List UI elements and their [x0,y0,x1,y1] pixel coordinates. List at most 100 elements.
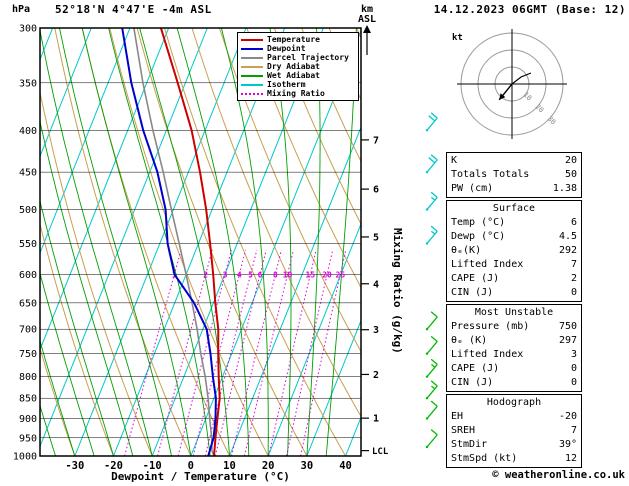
mixing-ratio-line [177,249,232,456]
mixing-ratio-value-label: 5 [248,270,253,279]
stat-label: EH [451,411,464,422]
legend-line-swatch [241,47,263,50]
x-axis-title: Dewpoint / Temperature (°C) [111,470,290,483]
wind-barb-station-dot [425,417,429,420]
wet-adiabat-line [40,339,76,456]
wind-barb-half-feather [430,196,436,201]
wind-barb-station-dot [425,445,429,449]
dry-adiabat-line [246,28,361,289]
legend-line-swatch [241,92,263,95]
panel-row: PW (cm) 1.38 [447,182,581,196]
storm-motion-arrowhead [499,93,506,100]
wind-barb-staff [426,434,438,448]
pressure-tick-label: 300 [19,24,37,35]
info-panel: Most Unstable Pressure (mb) 750 θₑ (K) 297 Li… [446,304,582,392]
stat-label: StmDir [451,439,488,450]
info-panel: Surface Temp (°C) 6 Dewp (°C) 4.5 θₑ(K) 292 Lif… [446,200,582,302]
info-panel: K 20 Totals Totals 50 PW (cm) 1.38 [446,152,582,198]
mixing-ratio-value-label: 15 [306,270,316,279]
stat-value: 750 [558,321,577,332]
wind-barb-staff [426,385,438,399]
stat-label: CIN (J) [451,287,494,298]
temperature-curve [159,28,221,456]
pressure-tick-label: 950 [19,433,37,444]
stat-label: Lifted Index [451,349,524,360]
temperature-tick-label: 40 [339,460,352,472]
stat-label: StmSpd (kt) [451,453,518,464]
temperature-tick-label: -10 [143,460,162,472]
legend-label: Dewpoint [267,44,306,53]
mixing-ratio-value-label: 10 [283,270,293,279]
wind-barb-station-dot [425,129,429,132]
legend-line-swatch [241,56,263,59]
stat-value: 0 [570,363,577,374]
stat-value: 0 [570,287,577,298]
legend-label: Temperature [267,35,320,44]
wind-barb-half-feather [430,385,436,390]
wind-barb-half-feather [430,230,436,235]
wet-adiabat-line [139,28,230,456]
wind-barb-station-dot [425,375,429,378]
mixing-ratio-lines [124,249,347,456]
temperature-tick-label: 30 [301,460,314,472]
wind-barb-staff [426,159,438,173]
isotherm-line [0,28,14,456]
stat-label: CAPE (J) [451,363,500,374]
km-tick-label: 1 [373,414,379,425]
info-panel: Hodograph EH -20 SREH 7 StmDir 39° StmSpd (kt) 1… [446,394,582,468]
stat-value: 50 [564,169,577,180]
panel-row: StmSpd (kt) 12 [447,452,581,466]
wind-barb-feather [430,191,438,198]
altitude-axis: 1 2 3 4 5 6 7 LCL [361,25,389,457]
mixing-ratio-value-label: 2 [203,270,208,279]
dry-adiabat-line [40,222,114,456]
temperature-tick-label: -30 [65,460,84,472]
stat-value: 297 [558,335,577,346]
wind-barb-staff [426,316,438,330]
km-tick-label: 5 [373,232,379,243]
legend-item: Isotherm [241,80,355,89]
datetime-label: 14.12.2023 06GMT (Base: 12) [433,3,626,16]
km-tick-label: 6 [373,185,379,196]
wet-adiabat-line [176,28,250,456]
wind-barb-station-dot [425,208,429,211]
stat-label: PW (cm) [451,183,494,194]
pressure-tick-label: 500 [19,205,37,216]
dry-adiabat-line [273,28,361,226]
dry-adiabat-line [40,346,76,456]
mixing-ratio-line [243,249,294,456]
legend-label: Dry Adiabat [267,62,320,71]
legend-line-swatch [241,83,263,86]
isotherm-line [40,28,170,351]
panel-row: CIN (J) 0 [447,376,581,390]
stat-value: 1.38 [552,183,577,194]
mixing-ratio-value-label: 20 [322,270,332,279]
pressure-tick-label: 550 [19,239,37,250]
panel-row: CIN (J) 0 [447,286,581,300]
wet-adiabat-line [59,28,172,456]
pressure-tick-label: 750 [19,349,37,360]
stat-value: 292 [558,245,577,256]
pressure-tick-label: 650 [19,298,37,309]
legend-label: Isotherm [267,80,306,89]
stat-label: CIN (J) [451,377,494,388]
km-tick-label: 7 [373,135,379,146]
wind-barb-station-dot [425,397,429,400]
legend: Temperature Dewpoint Parcel Trajectory Dry … [237,32,359,101]
pressure-tick-label: 900 [19,414,37,425]
mixing-ratio-line [124,249,182,456]
asl-unit-label: ASL [358,14,376,25]
legend-label: Wet Adiabat [267,71,320,80]
panel-row: Dewp (°C) 4.5 [447,230,581,244]
mixing-ratio-labels: 1 2 3 4 5 6 8 10 15 20 25 [172,270,345,279]
wind-barb-staff [426,196,438,211]
km-tick-label: 4 [373,279,379,290]
altitude-axis-arrowhead [363,25,371,33]
dewpoint-curve [121,28,217,456]
wet-adiabat-line [81,28,192,456]
wet-adiabat-line [40,119,134,456]
indices-panel: K 20 Totals Totals 50 PW (cm) 1.38 Surface Temp… [446,152,582,470]
hodograph-ring-label: 10 [522,91,534,103]
